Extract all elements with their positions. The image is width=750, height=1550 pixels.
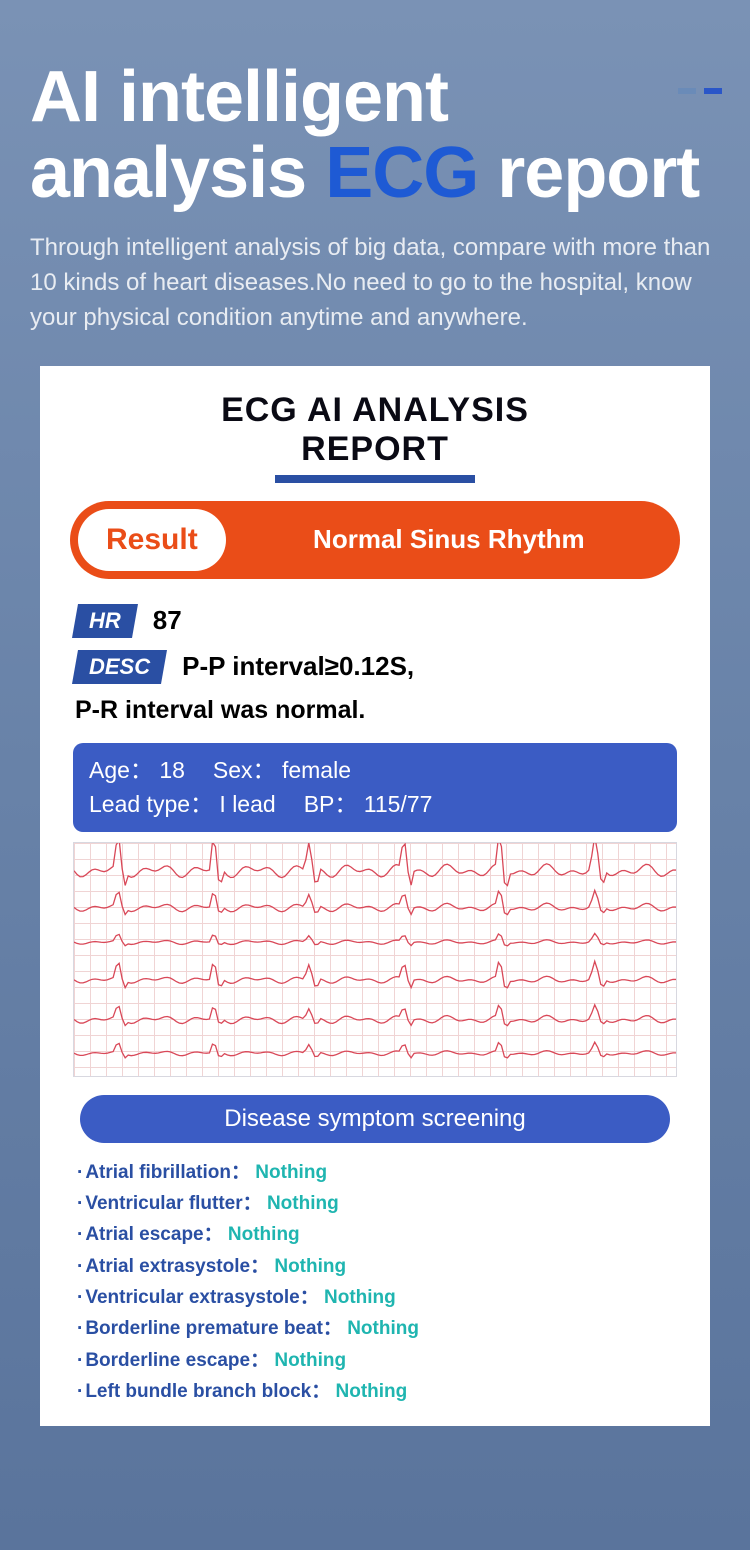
report-title: ECG AI ANALYSIS REPORT [65, 391, 685, 469]
hr-value: 87 [153, 605, 182, 636]
desc-row: DESC P-P interval≥0.12S, [75, 650, 675, 684]
ecg-traces [74, 843, 676, 1076]
title-accent: ECG [325, 133, 478, 213]
screening-list: ·Atrial fibrillation： Nothing·Ventricula… [77, 1157, 673, 1408]
screening-item: ·Atrial escape： Nothing [77, 1219, 673, 1250]
desc-line2: P-R interval was normal. [75, 696, 675, 725]
lead-field: Lead type： I lead [89, 787, 276, 822]
report-title-line: ECG AI ANALYSIS [65, 391, 685, 430]
decor-dashes [678, 88, 722, 94]
screening-item: ·Atrial extrasystole： Nothing [77, 1251, 673, 1282]
desc-tag: DESC [72, 650, 167, 684]
screening-item: ·Ventricular flutter： Nothing [77, 1188, 673, 1219]
screening-item: ·Borderline premature beat： Nothing [77, 1313, 673, 1344]
result-pill: Result Normal Sinus Rhythm [70, 501, 680, 579]
page-title: AI intelligent analysis ECG report [0, 0, 750, 231]
sex-field: Sex： female [213, 753, 351, 788]
result-badge: Result [78, 509, 226, 571]
result-value: Normal Sinus Rhythm [226, 524, 672, 555]
screening-item: ·Ventricular extrasystole： Nothing [77, 1282, 673, 1313]
decor-dash [704, 88, 722, 94]
hr-tag: HR [72, 604, 138, 638]
report-title-line: REPORT [65, 430, 685, 469]
ecg-chart [73, 842, 677, 1077]
screening-item: ·Left bundle branch block： Nothing [77, 1376, 673, 1407]
title-text: report [478, 133, 699, 213]
result-label: Result [106, 523, 198, 556]
bp-field: BP： 115/77 [304, 787, 433, 822]
screening-title: Disease symptom screening [80, 1095, 670, 1143]
report-card: ECG AI ANALYSIS REPORT Result Normal Sin… [40, 366, 710, 1426]
hr-row: HR 87 [75, 604, 675, 638]
decor-dash [678, 88, 696, 94]
screening-item: ·Borderline escape： Nothing [77, 1345, 673, 1376]
page-subtitle: Through intelligent analysis of big data… [0, 231, 750, 365]
desc-value: P-P interval≥0.12S, [182, 651, 414, 682]
screening-item: ·Atrial fibrillation： Nothing [77, 1157, 673, 1188]
title-underline [275, 475, 475, 483]
patient-box: Age： 18 Sex： female Lead type： I lead BP… [73, 743, 677, 832]
age-field: Age： 18 [89, 753, 185, 788]
